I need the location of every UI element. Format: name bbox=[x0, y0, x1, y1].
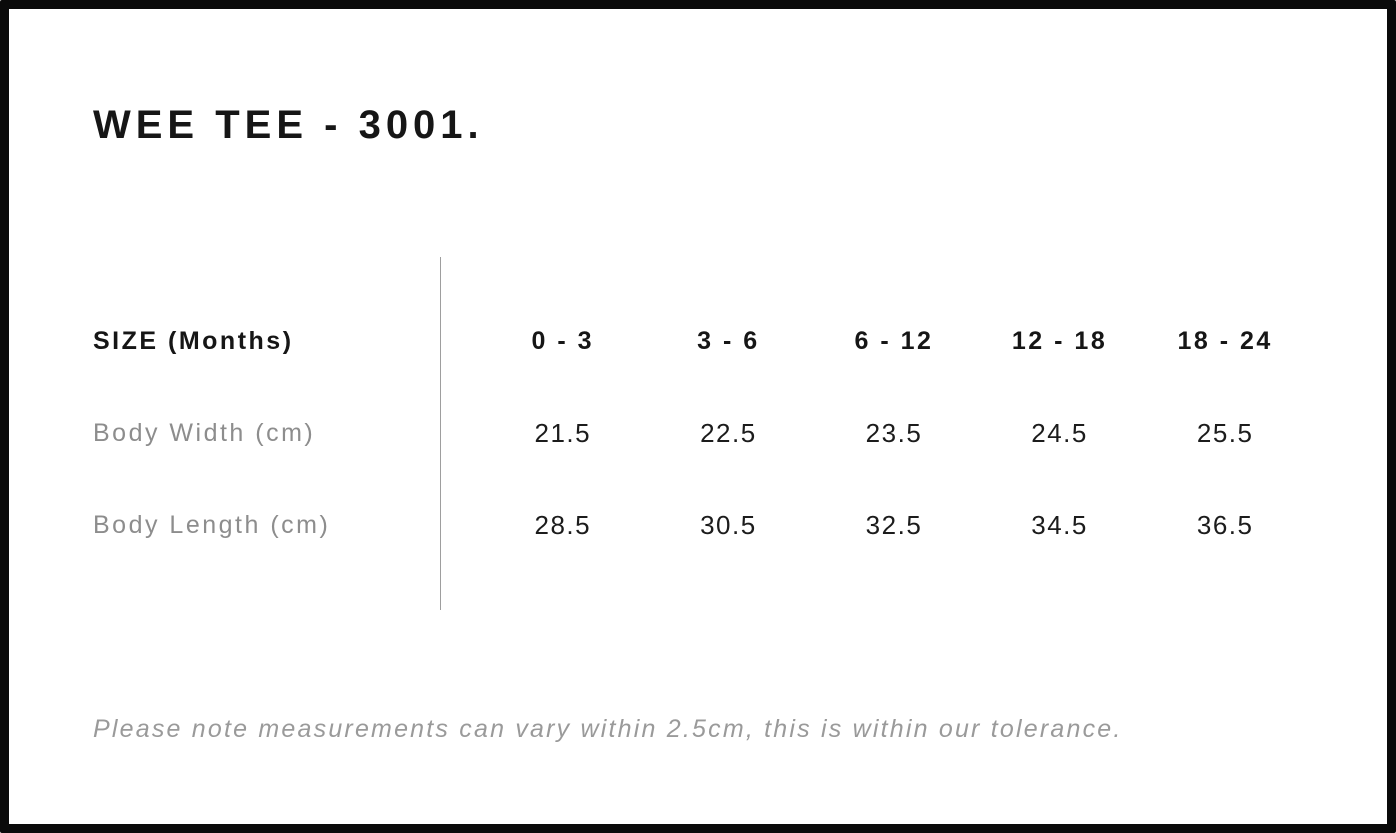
header-cells: 0 - 3 3 - 6 6 - 12 12 - 18 18 - 24 bbox=[440, 327, 1348, 356]
body-width-value: 24.5 bbox=[1031, 417, 1088, 448]
size-chart-table: SIZE (Months) 0 - 3 3 - 6 6 - 12 12 - 18… bbox=[93, 257, 1348, 610]
table-row-body-length: Body Length (cm) 28.5 30.5 32.5 34.5 36.… bbox=[93, 479, 1348, 571]
body-length-value: 34.5 bbox=[1031, 509, 1088, 540]
body-width-value: 23.5 bbox=[865, 417, 923, 448]
row-label-body-length: Body Length (cm) bbox=[93, 510, 331, 539]
page-title: WEE TEE - 3001. bbox=[93, 103, 484, 147]
body-length-value: 28.5 bbox=[534, 509, 592, 540]
column-header-6-12: 6 - 12 bbox=[854, 326, 934, 355]
column-header-12-18: 12 - 18 bbox=[1011, 326, 1108, 355]
vertical-divider bbox=[440, 257, 441, 610]
body-length-value: 36.5 bbox=[1196, 509, 1254, 540]
row-label-body-width: Body Width (cm) bbox=[93, 418, 316, 447]
column-header-0-3: 0 - 3 bbox=[531, 326, 595, 355]
table-row-body-width: Body Width (cm) 21.5 22.5 23.5 24.5 25.5 bbox=[93, 387, 1348, 479]
body-length-value: 32.5 bbox=[865, 509, 923, 540]
tolerance-note: Please note measurements can vary within… bbox=[93, 715, 1123, 743]
size-header-label: SIZE (Months) bbox=[93, 326, 294, 355]
body-length-cells: 28.5 30.5 32.5 34.5 36.5 bbox=[440, 510, 1348, 541]
table-header-row: SIZE (Months) 0 - 3 3 - 6 6 - 12 12 - 18… bbox=[93, 295, 1348, 387]
body-width-value: 22.5 bbox=[700, 417, 757, 448]
column-header-3-6: 3 - 6 bbox=[697, 326, 760, 355]
body-length-value: 30.5 bbox=[700, 509, 757, 540]
body-width-value: 21.5 bbox=[534, 417, 592, 448]
column-header-18-24: 18 - 24 bbox=[1177, 326, 1273, 355]
body-width-value: 25.5 bbox=[1196, 417, 1254, 448]
body-width-cells: 21.5 22.5 23.5 24.5 25.5 bbox=[440, 418, 1348, 449]
